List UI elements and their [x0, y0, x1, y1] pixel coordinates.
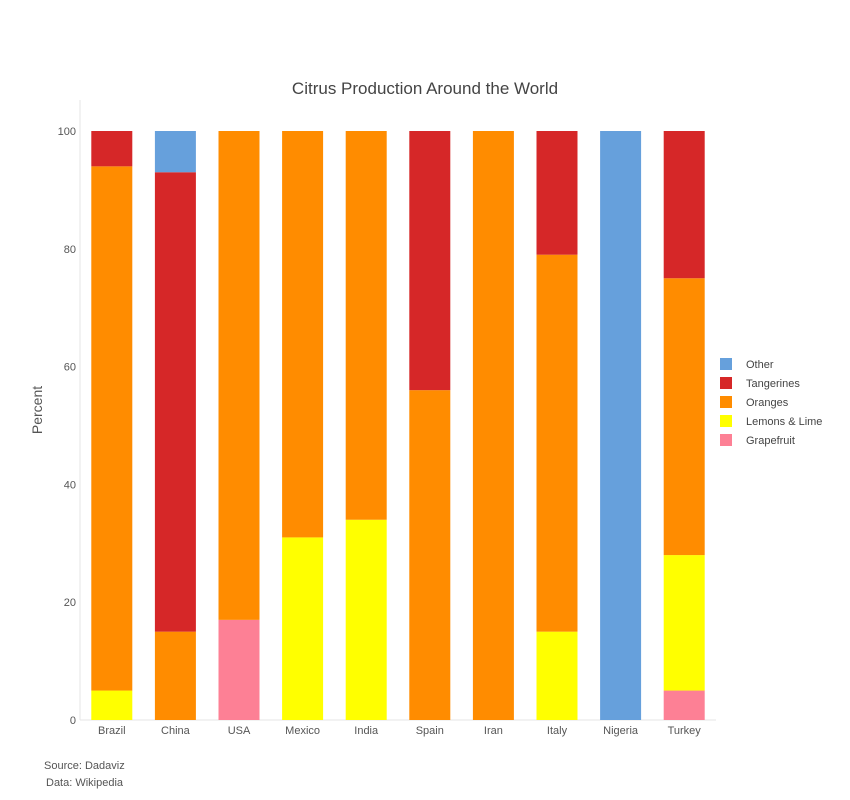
x-tick-label: Turkey [668, 725, 702, 737]
legend-label: Oranges [746, 397, 789, 409]
y-tick-label: 0 [70, 715, 76, 727]
bar-usa-oranges [218, 131, 260, 620]
bar-mexico-lemons-lime [282, 537, 324, 720]
legend-swatch [720, 434, 732, 446]
bar-india-lemons-lime [345, 519, 387, 720]
bar-usa-grapefruit [218, 619, 260, 720]
bar-brazil-tangerines [91, 131, 133, 167]
data-credit: Data: Wikipedia [46, 777, 124, 789]
source-credit: Source: Dadaviz [44, 760, 125, 772]
legend-swatch [720, 415, 732, 427]
bar-nigeria-other [600, 131, 642, 720]
bar-spain-oranges [409, 390, 451, 720]
legend-label: Grapefruit [746, 435, 795, 447]
legend-swatch [720, 377, 732, 389]
x-tick-label: Iran [484, 725, 503, 737]
bar-italy-tangerines [536, 131, 578, 255]
chart-title: Citrus Production Around the World [292, 79, 558, 98]
y-tick-label: 40 [64, 479, 76, 491]
y-axis-title: Percent [29, 386, 45, 434]
bar-china-tangerines [154, 172, 196, 632]
legend-label: Other [746, 359, 774, 371]
y-tick-label: 60 [64, 362, 76, 374]
y-tick-label: 100 [58, 126, 76, 138]
legend-label: Lemons & Lime [746, 416, 822, 428]
bar-china-oranges [154, 631, 196, 720]
bar-spain-tangerines [409, 131, 451, 391]
legend: Other Tangerines Oranges Lemons & Lime Grape… [720, 358, 822, 447]
bar-india-oranges [345, 131, 387, 520]
bar-mexico-oranges [282, 131, 324, 538]
legend-label: Tangerines [746, 378, 800, 390]
bar-brazil-lemons-lime [91, 690, 133, 720]
bar-brazil-oranges [91, 166, 133, 691]
plot-area: 0 20 40 60 80 100 Brazil China USA Mexico India Spa… [58, 100, 716, 737]
legend-swatch [720, 396, 732, 408]
bar-iran-oranges [472, 131, 514, 720]
bar-china-other [154, 131, 196, 173]
bar-turkey-oranges [663, 278, 705, 556]
x-tick-label: Brazil [98, 725, 126, 737]
legend-swatch [720, 358, 732, 370]
bar-turkey-grapefruit [663, 690, 705, 720]
bar-turkey-lemons-lime [663, 555, 705, 691]
bar-italy-oranges [536, 254, 578, 632]
x-tick-label: Nigeria [603, 725, 639, 737]
x-tick-label: Spain [416, 725, 444, 737]
x-tick-label: India [354, 725, 379, 737]
x-tick-label: USA [228, 725, 251, 737]
x-tick-label: Italy [547, 725, 568, 737]
x-tick-label: Mexico [285, 725, 320, 737]
y-tick-label: 80 [64, 244, 76, 256]
bar-turkey-tangerines [663, 131, 705, 279]
y-tick-label: 20 [64, 597, 76, 609]
x-tick-label: China [161, 725, 191, 737]
bar-italy-lemons-lime [536, 631, 578, 720]
